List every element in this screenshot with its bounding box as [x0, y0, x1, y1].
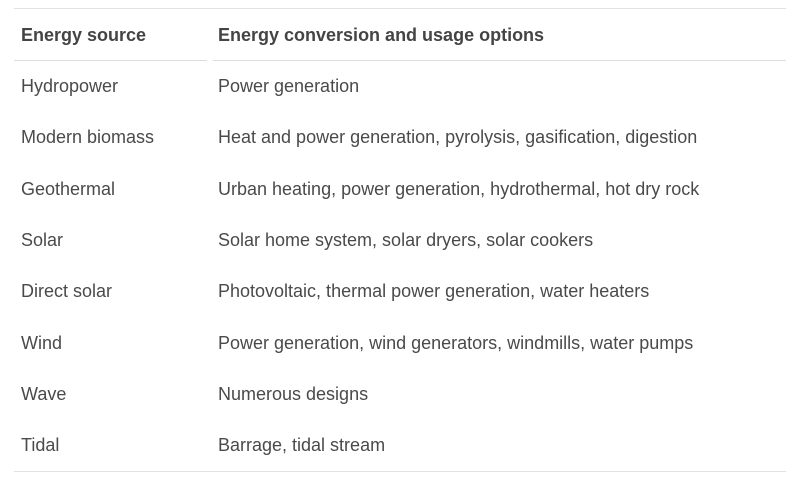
conversion-options-cell: Solar home system, solar dryers, solar c…	[218, 230, 594, 251]
table-row: Tidal Barrage, tidal stream	[14, 420, 786, 471]
energy-source-cell: Modern biomass	[21, 127, 155, 148]
table-body: Hydropower Power generation Modern bioma…	[14, 61, 786, 471]
conversion-options-cell: Power generation, wind generators, windm…	[218, 332, 694, 353]
energy-source-cell: Geothermal	[21, 178, 116, 199]
conversion-options-cell: Power generation	[218, 76, 360, 97]
conversion-options-cell: Photovoltaic, thermal power generation, …	[218, 281, 650, 302]
energy-table-container: Energy source Energy conversion and usag…	[14, 8, 786, 473]
header-conversion-options: Energy conversion and usage options	[213, 9, 786, 61]
table-row: Hydropower Power generation	[14, 61, 786, 112]
table-row: Wave Numerous designs	[14, 369, 786, 420]
conversion-options-cell: Barrage, tidal stream	[218, 435, 386, 456]
energy-source-cell: Wave	[21, 383, 67, 404]
table-row: Modern biomass Heat and power generation…	[14, 112, 786, 163]
header-conversion-options-label: Energy conversion and usage options	[213, 9, 786, 61]
table-row: Direct solar Photovoltaic, thermal power…	[14, 266, 786, 317]
conversion-options-cell: Urban heating, power generation, hydroth…	[218, 178, 700, 199]
energy-source-cell: Tidal	[21, 435, 60, 456]
energy-table: Energy source Energy conversion and usag…	[14, 9, 786, 471]
table-row: Geothermal Urban heating, power generati…	[14, 164, 786, 215]
header-energy-source: Energy source	[14, 9, 213, 61]
header-row: Energy source Energy conversion and usag…	[14, 9, 786, 61]
table-row: Wind Power generation, wind generators, …	[14, 317, 786, 368]
table-header: Energy source Energy conversion and usag…	[14, 9, 786, 61]
energy-source-cell: Direct solar	[21, 281, 113, 302]
energy-source-cell: Hydropower	[21, 76, 119, 97]
energy-source-cell: Wind	[21, 332, 63, 353]
header-energy-source-label: Energy source	[14, 9, 207, 61]
conversion-options-cell: Heat and power generation, pyrolysis, ga…	[218, 127, 698, 148]
energy-source-cell: Solar	[21, 230, 64, 251]
table-row: Solar Solar home system, solar dryers, s…	[14, 215, 786, 266]
conversion-options-cell: Numerous designs	[218, 383, 369, 404]
